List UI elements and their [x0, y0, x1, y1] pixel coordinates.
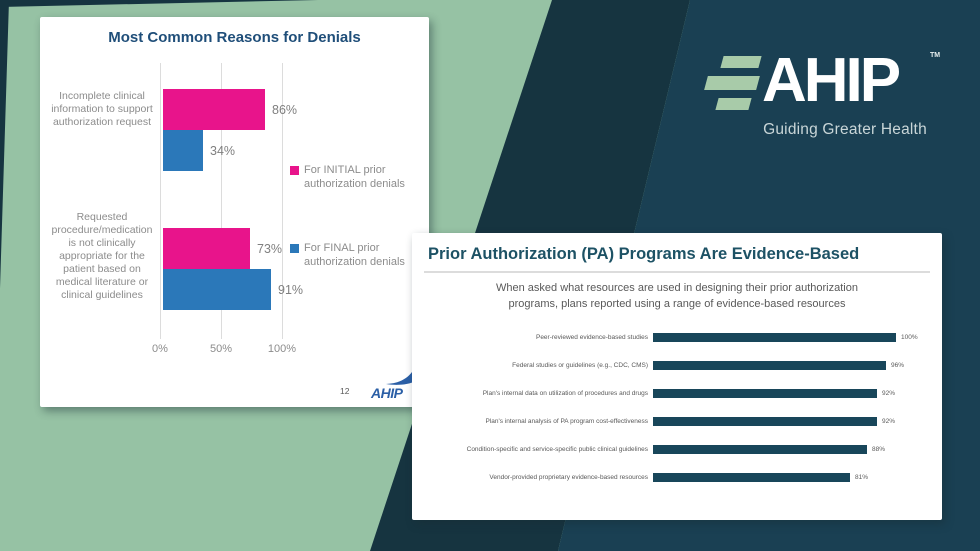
evidence-row: Plan's internal data on utilization of p…: [416, 385, 895, 401]
denials-chart-title: Most Common Reasons for Denials: [108, 29, 361, 46]
evidence-bar-label: Vendor-provided proprietary evidence-bas…: [489, 473, 648, 481]
denials-bar-initial: [163, 228, 250, 269]
ahip-logo-bar-icon: [720, 56, 762, 68]
legend-label: For INITIAL prior authorization denials: [304, 164, 405, 191]
denials-bar-value: 34%: [210, 144, 236, 158]
denials-bar-value: 73%: [257, 242, 283, 256]
title-divider: [424, 271, 930, 273]
ahip-wordmark: AHIP: [762, 46, 901, 115]
evidence-bar-label: Condition-specific and service-specific …: [466, 445, 648, 453]
evidence-slide-card: Prior Authorization (PA) Programs Are Ev…: [412, 233, 942, 520]
legend-swatch-pink-icon: [290, 166, 299, 175]
denials-bar-value: 86%: [272, 103, 298, 117]
ahip-logo: AHIP TM Guiding Greater Health: [690, 44, 950, 144]
evidence-row: Vendor-provided proprietary evidence-bas…: [416, 469, 868, 485]
denials-category-label: Incomplete clinical information to suppo…: [51, 90, 153, 129]
evidence-bar: [653, 332, 896, 342]
evidence-bar-label: Plan's internal data on utilization of p…: [482, 389, 648, 397]
evidence-chart-subtitle: When asked what resources are used in de…: [496, 282, 858, 310]
page-number: 12: [340, 386, 350, 396]
gridline-100: [282, 63, 283, 339]
evidence-chart-title: Prior Authorization (PA) Programs Are Ev…: [428, 245, 860, 263]
evidence-chart: Peer-reviewed evidence-based studies 100%…: [412, 233, 942, 520]
legend-label: For FINAL prior authorization denials: [304, 242, 405, 269]
ahip-tagline: Guiding Greater Health: [763, 121, 927, 138]
ahip-footer-logo: AHIP: [371, 371, 429, 407]
ahip-logo-bar-icon: [715, 98, 752, 110]
ahip-swoosh-icon: [386, 372, 419, 385]
denials-bar-final: [163, 130, 203, 171]
x-axis-tick: 50%: [209, 343, 233, 355]
legend-swatch-blue-icon: [290, 244, 299, 253]
gridline-50: [221, 63, 222, 339]
denials-bar-final: [163, 269, 271, 310]
evidence-bar: [653, 388, 877, 398]
ahip-logo-bar-icon: [704, 76, 760, 90]
gridline-0: [160, 63, 161, 339]
evidence-bar-value: 100%: [901, 333, 918, 341]
evidence-bar-value: 92%: [882, 417, 896, 425]
evidence-bar-value: 88%: [872, 445, 886, 453]
evidence-bar-value: 81%: [855, 473, 869, 481]
denials-category-label: Requested procedure/medication is not cl…: [51, 211, 153, 302]
evidence-bar-label: Plan's internal analysis of PA program c…: [485, 417, 649, 425]
evidence-row: Federal studies or guidelines (e.g., CDC…: [416, 357, 904, 373]
evidence-bar: [653, 444, 867, 454]
denials-bar-initial: [163, 89, 265, 130]
evidence-row: Condition-specific and service-specific …: [416, 441, 885, 457]
evidence-bar: [653, 416, 877, 426]
x-axis-tick: 100%: [267, 343, 297, 355]
trademark-symbol: TM: [930, 52, 941, 59]
evidence-bar-value: 92%: [882, 389, 896, 397]
denials-bar-value: 91%: [278, 283, 304, 297]
denials-slide-card: Most Common Reasons for Denials Incomple…: [40, 17, 429, 407]
evidence-bar-label: Peer-reviewed evidence-based studies: [535, 333, 648, 341]
x-axis-tick: 0%: [152, 343, 168, 355]
legend-item-initial: For INITIAL prior authorization denials: [290, 163, 408, 192]
evidence-row: Peer-reviewed evidence-based studies 100%: [416, 329, 918, 345]
ahip-footer-wordmark: AHIP: [371, 385, 403, 401]
evidence-bar-value: 96%: [891, 361, 905, 369]
evidence-row: Plan's internal analysis of PA program c…: [416, 413, 895, 429]
evidence-bar-label: Federal studies or guidelines (e.g., CDC…: [512, 361, 648, 369]
legend-item-final: For FINAL prior authorization denials: [290, 241, 408, 270]
evidence-bar: [653, 472, 850, 482]
evidence-bar: [653, 360, 886, 370]
